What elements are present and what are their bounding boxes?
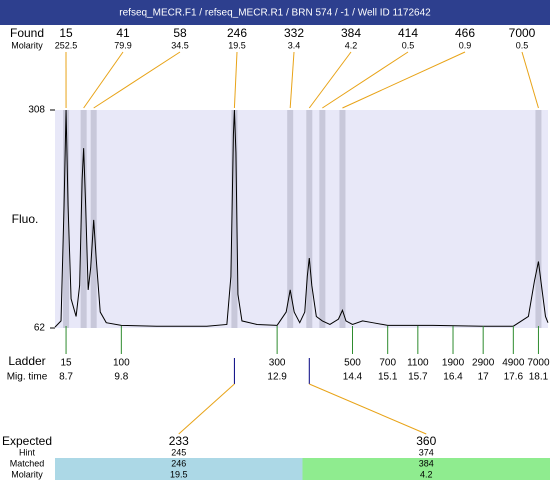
found-molarity: 4.2 [345,40,358,50]
found-label: Found [10,26,44,40]
expected-molarity-label: Molarity [11,469,43,479]
found-molarity: 0.5 [402,40,415,50]
ladder-size: 15 [60,358,72,369]
molarity-label: Molarity [11,40,43,50]
trace [54,109,549,328]
match-connector [178,383,235,435]
found-molarity: 0.5 [516,40,529,50]
ladder-mig-time: 16.4 [443,372,463,383]
expected-label: Expected [2,434,52,448]
peak-band [231,110,238,328]
y-tick-label: 62 [34,323,46,334]
ladder-mig-time: 18.1 [529,372,549,383]
hint-label: Hint [19,447,36,457]
header-title: refseq_MECR.F1 / refseq_MECR.R1 / BRN 57… [119,8,431,19]
found-molarity: 79.9 [114,40,132,50]
expected-molarity: 4.2 [420,469,433,479]
mig-time-label: Mig. time [7,372,48,383]
ladder-size: 500 [344,358,361,369]
peak-band [306,110,313,328]
expected-size: 233 [169,434,189,448]
found-size: 332 [284,26,304,40]
peak-band [535,110,542,328]
y-axis-label: Fluo. [12,212,39,226]
ladder-size: 300 [269,358,286,369]
found-molarity: 0.9 [459,40,472,50]
peak-band [287,110,294,328]
found-molarity: 3.4 [288,40,301,50]
expected-molarity: 19.5 [170,469,188,479]
ladder-size: 4900 [502,358,525,369]
y-tick-label: 308 [28,105,45,116]
peak-connector [342,51,466,109]
ladder-mig-time: 15.7 [408,372,428,383]
ladder-size: 100 [113,358,130,369]
found-size: 15 [59,26,73,40]
expected-band [55,458,303,480]
expected-size: 360 [416,434,436,448]
ladder-mig-time: 14.4 [343,372,363,383]
peak-connector [289,51,295,109]
found-size: 41 [116,26,130,40]
ladder-size: 1900 [442,358,465,369]
found-molarity: 252.5 [55,40,78,50]
expected-hint: 245 [171,447,186,457]
ladder-mig-time: 17 [478,372,490,383]
peak-connector [83,51,124,109]
ladder-size: 7000 [527,358,550,369]
found-size: 384 [341,26,361,40]
found-size: 58 [173,26,187,40]
found-size: 7000 [509,26,536,40]
found-molarity: 19.5 [228,40,246,50]
found-molarity: 34.5 [171,40,189,50]
peak-band [63,110,70,328]
ladder-mig-time: 9.8 [114,372,128,383]
peak-band [80,110,87,328]
expected-matched: 246 [171,458,186,468]
ladder-mig-time: 17.6 [504,372,524,383]
found-size: 414 [398,26,418,40]
peak-connector [322,51,409,109]
peak-band [90,110,97,328]
peak-connector [93,51,181,109]
peak-band [339,110,346,328]
ladder-mig-time: 15.1 [378,372,398,383]
ladder-label: Ladder [8,354,45,368]
match-connector [309,383,427,435]
matched-label: Matched [10,458,45,468]
ladder-mig-time: 8.7 [59,372,73,383]
found-size: 246 [227,26,247,40]
ladder-mig-time: 12.9 [267,372,287,383]
peak-connector [521,51,539,109]
found-size: 466 [455,26,475,40]
ladder-size: 1100 [407,358,429,369]
expected-matched: 384 [419,458,434,468]
ladder-size: 700 [379,358,396,369]
peak-band [319,110,326,328]
peak-connector [308,51,352,109]
expected-band [302,458,550,480]
expected-hint: 374 [419,447,434,457]
ladder-size: 2900 [472,358,495,369]
plot-area [55,110,548,328]
header-bar [0,0,550,25]
peak-connector [233,51,238,109]
